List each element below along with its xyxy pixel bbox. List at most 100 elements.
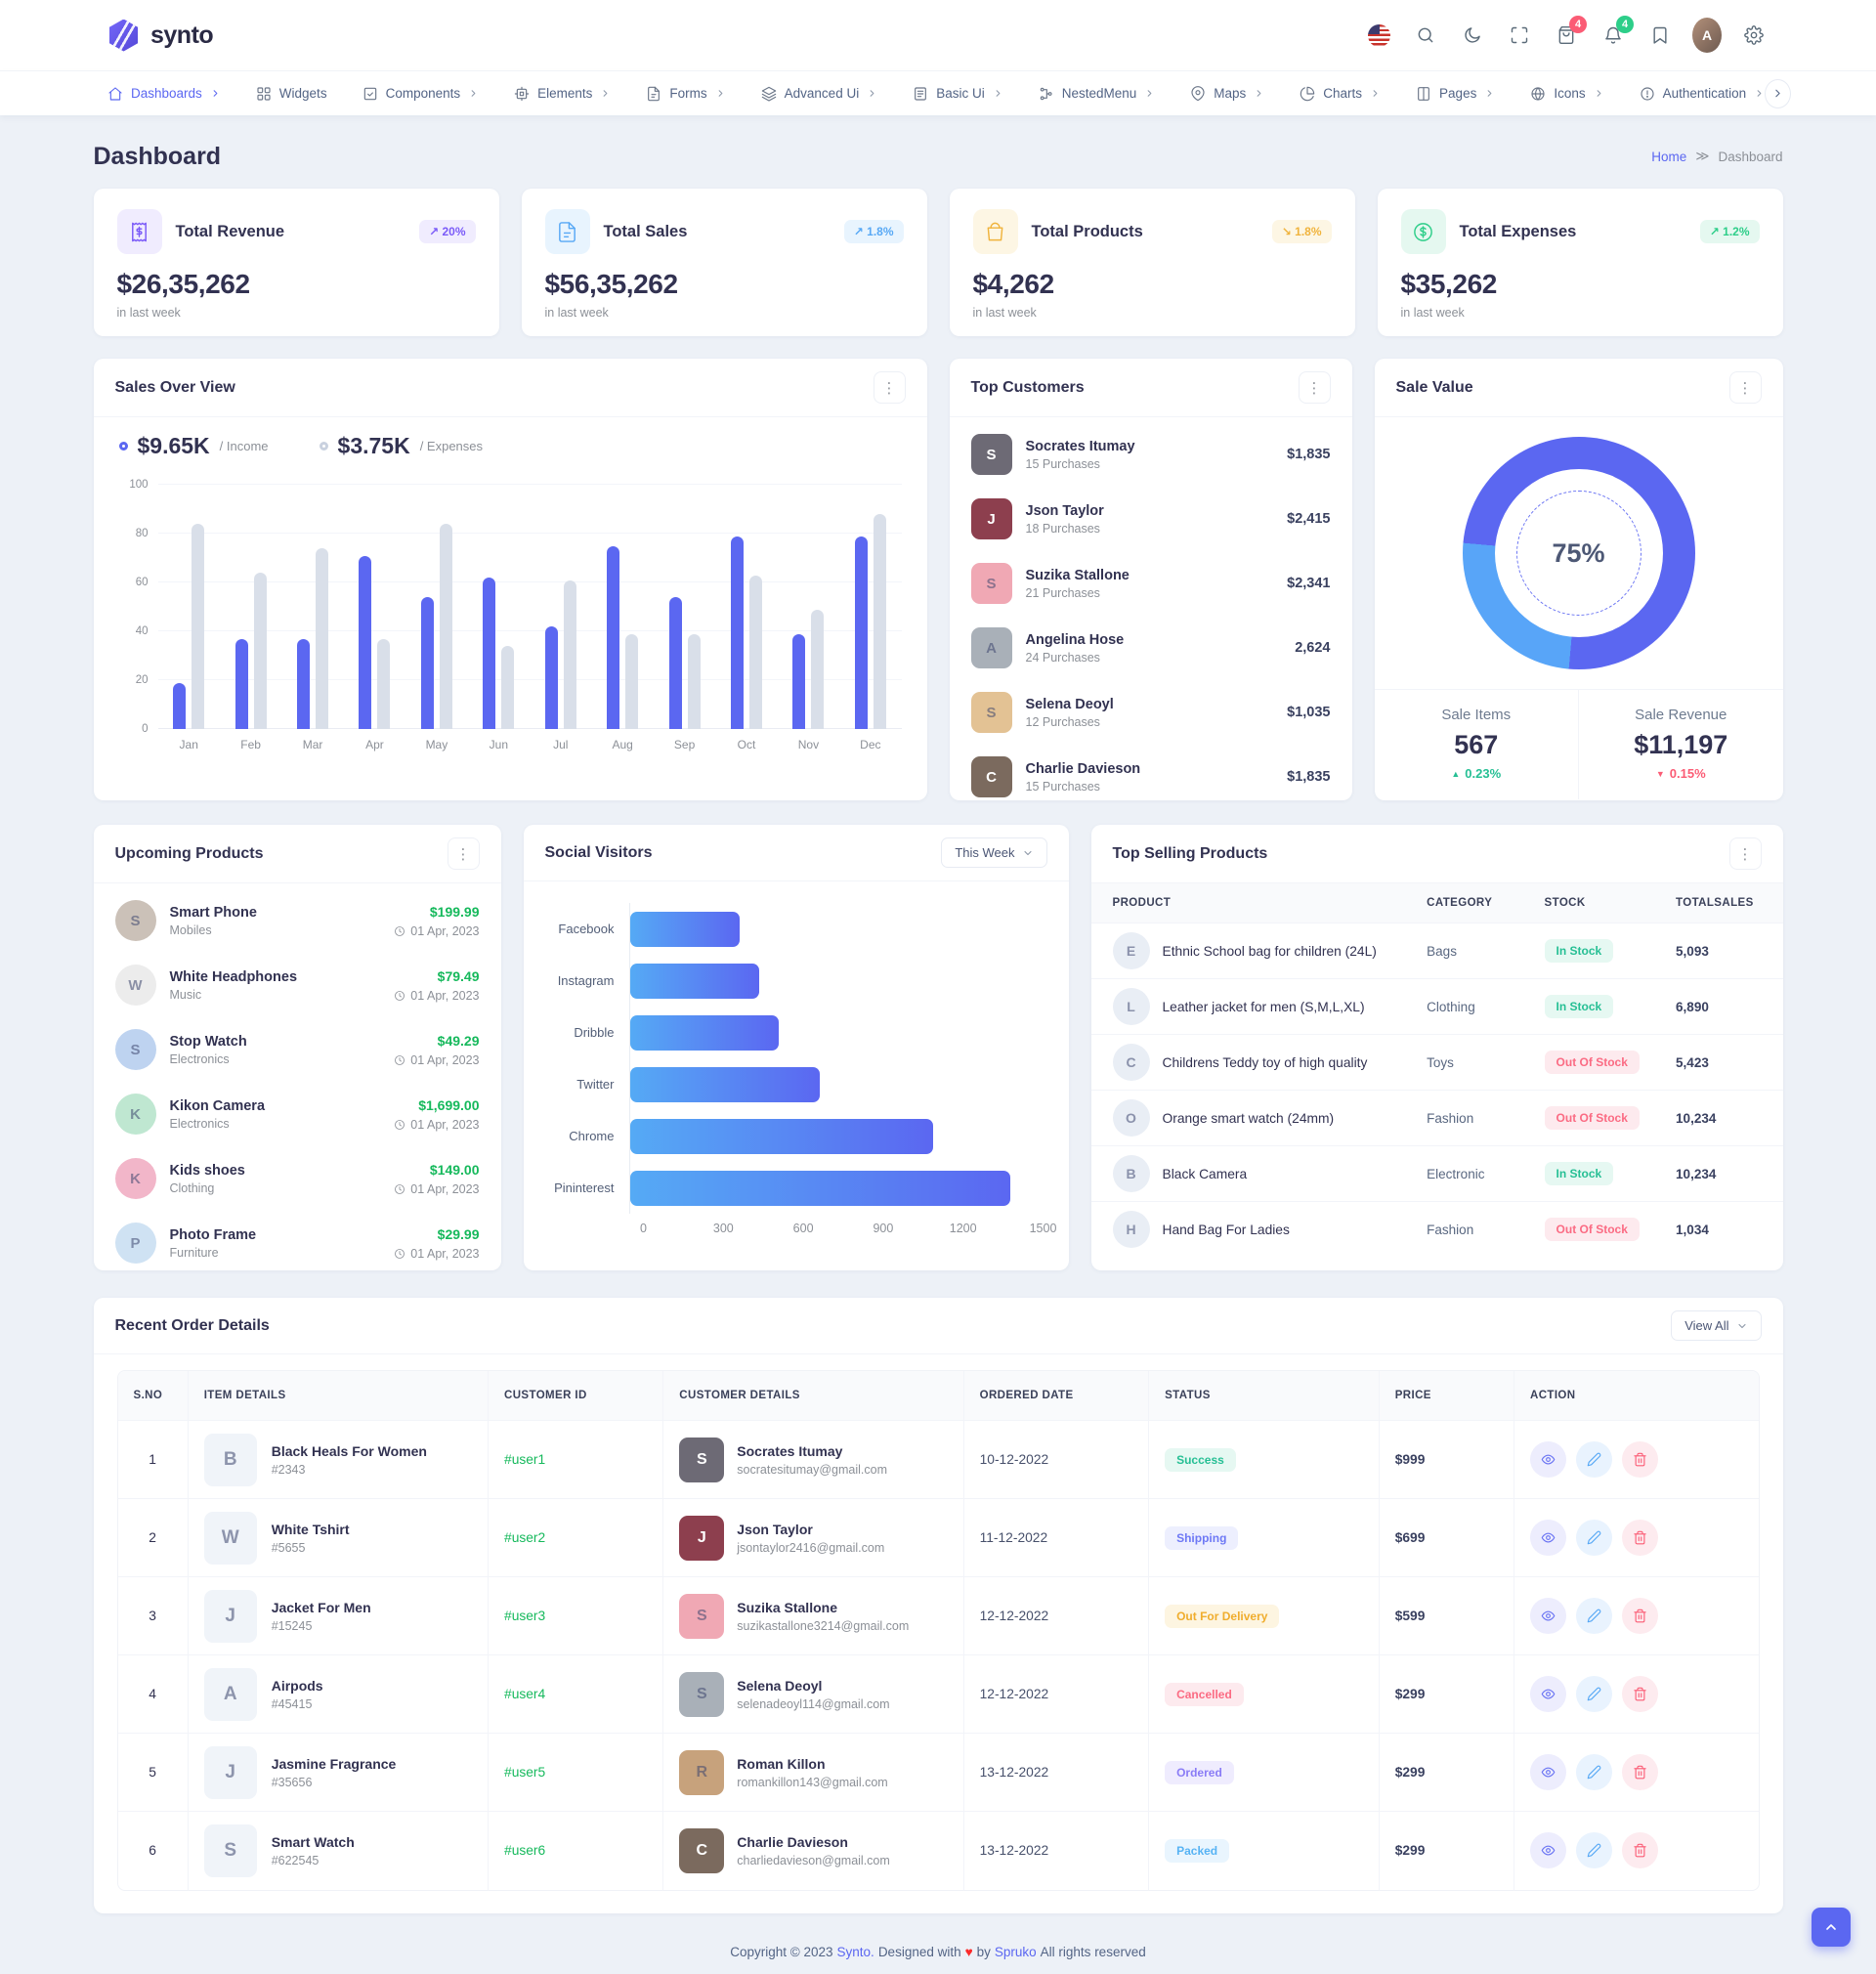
bookmark-icon[interactable]: [1640, 15, 1681, 56]
customer-row[interactable]: C Charlie Davieson 15 Purchases $1,835: [950, 745, 1352, 800]
nav-item-forms[interactable]: Forms: [646, 86, 725, 102]
delete-order-button[interactable]: [1621, 1441, 1658, 1478]
nav-item-authentication[interactable]: Authentication: [1640, 86, 1766, 102]
nav-item-charts[interactable]: Charts: [1300, 86, 1381, 102]
options-icon[interactable]: ⋮: [1728, 371, 1762, 404]
nav-item-maps[interactable]: Maps: [1190, 85, 1264, 102]
chevron-down-icon: [1736, 1320, 1748, 1332]
order-sno: 1: [117, 1420, 189, 1499]
column-header: ACTION: [1513, 1371, 1759, 1421]
income-bar: [483, 578, 496, 729]
customer-row[interactable]: S Suzika Stallone 21 Purchases $2,341: [950, 551, 1352, 616]
upcoming-product-row[interactable]: W White Headphones Music $79.49 01 Apr, 2023: [94, 953, 501, 1017]
avatar: A: [1692, 18, 1722, 53]
settings-gear-icon[interactable]: [1733, 15, 1774, 56]
edit-order-button[interactable]: [1575, 1676, 1612, 1712]
trash-icon: [1633, 1843, 1647, 1858]
options-icon[interactable]: ⋮: [1298, 371, 1331, 404]
edit-order-button[interactable]: [1575, 1754, 1612, 1790]
customer-row[interactable]: S Socrates Itumay 15 Purchases $1,835: [950, 422, 1352, 487]
footer-brand-link[interactable]: Synto.: [836, 1944, 874, 1959]
customer-purchases: 15 Purchases: [1025, 779, 1100, 794]
social-bar: [629, 963, 760, 999]
upcoming-product-row[interactable]: S Stop Watch Electronics $49.29 01 Apr, 2023: [94, 1017, 501, 1082]
customer-id: #user4: [488, 1654, 663, 1734]
nav-item-nestedmenu[interactable]: NestedMenu: [1039, 86, 1156, 102]
fullscreen-icon[interactable]: [1499, 15, 1540, 56]
product-price: $29.99: [437, 1225, 480, 1242]
customer-avatar: S: [679, 1671, 725, 1717]
top-selling-row[interactable]: L Leather jacket for men (S,M,L,XL) Clothi…: [1090, 978, 1783, 1035]
upcoming-product-row[interactable]: K Kikon Camera Electronics $1,699.00 01 Apr,…: [94, 1082, 501, 1146]
top-customers-list: S Socrates Itumay 15 Purchases $1,835 J Json …: [950, 417, 1352, 800]
pin-icon: [1190, 85, 1206, 102]
week-filter-dropdown[interactable]: This Week: [941, 837, 1047, 868]
edit-order-button[interactable]: [1575, 1598, 1612, 1634]
scroll-to-top-button[interactable]: [1812, 1908, 1851, 1947]
top-selling-row[interactable]: E Ethnic School bag for children (24L) Bag…: [1090, 923, 1783, 979]
nav-item-elements[interactable]: Elements: [514, 86, 611, 102]
options-icon[interactable]: ⋮: [447, 837, 480, 870]
top-selling-row[interactable]: B Black Camera Electronic In Stock 10,234: [1090, 1145, 1783, 1202]
options-icon[interactable]: ⋮: [1728, 837, 1762, 870]
top-selling-table: PRODUCT CATEGORY STOCK TOTALSALES E Ethnic S…: [1090, 883, 1783, 1257]
view-order-button[interactable]: [1529, 1676, 1566, 1712]
view-all-dropdown[interactable]: View All: [1671, 1310, 1762, 1341]
delete-order-button[interactable]: [1621, 1754, 1658, 1790]
cart-icon[interactable]: 4: [1546, 15, 1587, 56]
edit-order-button[interactable]: [1575, 1441, 1612, 1478]
upcoming-product-row[interactable]: K Kids shoes Clothing $149.00 01 Apr, 2023: [94, 1146, 501, 1211]
nav-item-components[interactable]: Components: [362, 86, 480, 102]
delete-order-button[interactable]: [1621, 1832, 1658, 1869]
breadcrumb-home-link[interactable]: Home: [1651, 149, 1687, 164]
user-avatar[interactable]: A: [1686, 15, 1727, 56]
bar-group-mar: [281, 485, 343, 729]
edit-order-button[interactable]: [1575, 1832, 1612, 1869]
search-icon[interactable]: [1405, 15, 1446, 56]
options-icon[interactable]: ⋮: [873, 371, 906, 404]
edit-order-button[interactable]: [1575, 1520, 1612, 1556]
expenses-bar: [439, 524, 452, 729]
footer-designer-link[interactable]: Spruko: [994, 1944, 1037, 1959]
top-selling-row[interactable]: O Orange smart watch (24mm) Fashion Out Of …: [1090, 1090, 1783, 1146]
customer-avatar: S: [679, 1593, 725, 1639]
customer-purchases: 12 Purchases: [1025, 714, 1100, 729]
order-price: $299: [1378, 1733, 1514, 1812]
top-selling-row[interactable]: H Hand Bag For Ladies Fashion Out Of Stock 1…: [1090, 1201, 1783, 1257]
view-order-button[interactable]: [1529, 1754, 1566, 1790]
nav-item-widgets[interactable]: Widgets: [256, 86, 327, 102]
notifications-bell-icon[interactable]: 4: [1593, 15, 1634, 56]
dark-mode-icon[interactable]: [1452, 15, 1493, 56]
nav-item-basic-ui[interactable]: Basic Ui: [913, 86, 1003, 102]
customer-row[interactable]: A Angelina Hose 24 Purchases 2,624: [950, 616, 1352, 680]
customer-row[interactable]: S Selena Deoyl 12 Purchases $1,035: [950, 680, 1352, 745]
view-order-button[interactable]: [1529, 1441, 1566, 1478]
column-header: PRODUCT: [1090, 883, 1410, 923]
globe-icon: [1530, 86, 1546, 102]
nav-item-advanced-ui[interactable]: Advanced Ui: [761, 86, 878, 102]
view-order-button[interactable]: [1529, 1832, 1566, 1869]
language-flag-icon[interactable]: [1358, 15, 1399, 56]
delete-order-button[interactable]: [1621, 1676, 1658, 1712]
delete-order-button[interactable]: [1621, 1520, 1658, 1556]
view-order-button[interactable]: [1529, 1598, 1566, 1634]
nav-scroll-next-button[interactable]: [1765, 78, 1792, 108]
app-logo[interactable]: synto: [107, 19, 214, 52]
logo-icon: [108, 19, 139, 52]
upcoming-product-row[interactable]: P Photo Frame Furniture $29.99 01 Apr, 2023: [94, 1211, 501, 1270]
bar-group-oct: [715, 485, 777, 729]
delete-order-button[interactable]: [1621, 1598, 1658, 1634]
upcoming-product-row[interactable]: S Smart Phone Mobiles $199.99 01 Apr, 2023: [94, 888, 501, 953]
product-category: Furniture: [169, 1245, 219, 1260]
nav-item-icons[interactable]: Icons: [1530, 86, 1603, 102]
box-icon: [362, 86, 378, 102]
view-order-button[interactable]: [1529, 1520, 1566, 1556]
product-price: $49.29: [437, 1032, 480, 1049]
social-bar: [629, 1170, 1010, 1206]
column-header: CUSTOMER DETAILS: [662, 1371, 964, 1421]
top-selling-row[interactable]: C Childrens Teddy toy of high quality Toys…: [1090, 1034, 1783, 1091]
nav-item-dashboards[interactable]: Dashboards: [107, 86, 221, 102]
customer-row[interactable]: J Json Taylor 18 Purchases $2,415: [950, 487, 1352, 551]
nav-item-pages[interactable]: Pages: [1416, 86, 1495, 102]
row-3: Upcoming Products ⋮ S Smart Phone Mobiles $…: [93, 825, 1783, 1270]
